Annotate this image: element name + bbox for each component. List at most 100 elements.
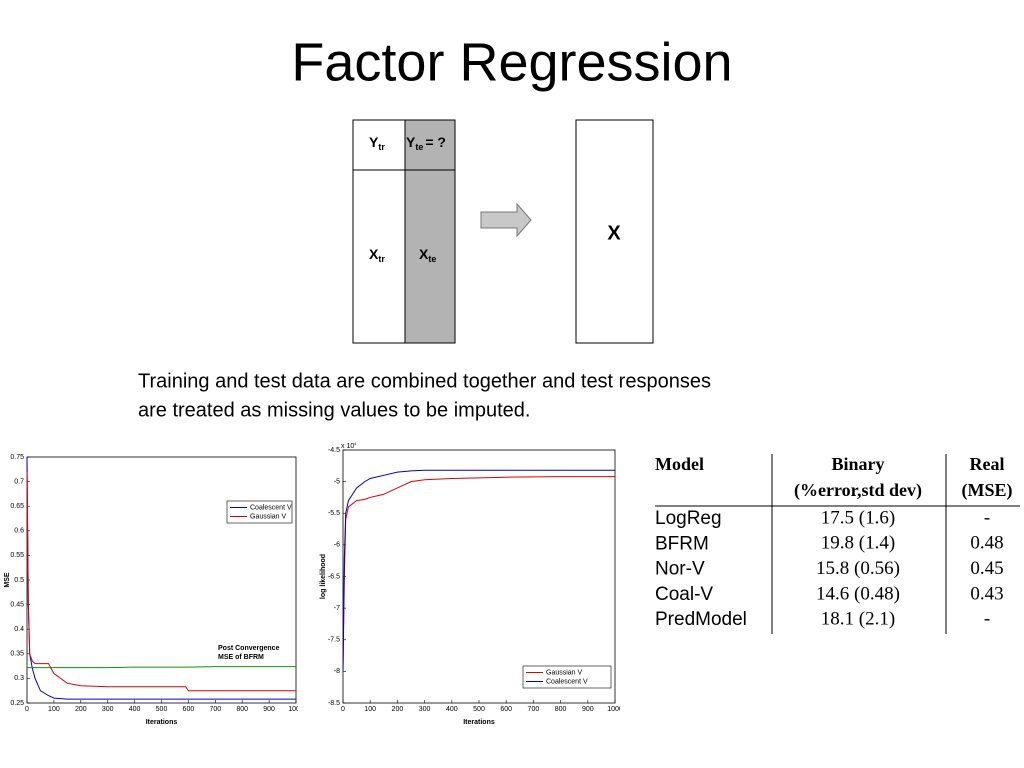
caption-line: are treated as missing values to be impu… xyxy=(138,399,530,421)
y-tick-label: -5.5 xyxy=(328,510,340,517)
y-tick-label: 0.5 xyxy=(14,577,24,584)
y-tick-label: -8.5 xyxy=(328,700,340,707)
legend-label: Gaussian V xyxy=(546,669,583,676)
series-line xyxy=(26,456,296,700)
mse-chart: 0.25 0.3 0.35 0.4 0.45 0.5 0.55 0.6 0.65 0.7 0.75 0… xyxy=(4,454,298,726)
legend-box xyxy=(522,665,612,689)
y-tick-label: 0.35 xyxy=(10,651,24,658)
table-header: Binary xyxy=(831,454,884,474)
legend-label: Gaussian V xyxy=(250,513,287,520)
axis-scale: x 104 xyxy=(341,441,357,450)
label-sub: te xyxy=(428,254,436,264)
x-axis-label: Iterations xyxy=(146,719,178,726)
y-tick-label: 0.75 xyxy=(10,454,24,461)
slide-title: Factor Regression xyxy=(291,32,732,92)
table-cell: 18.1 (2.1) xyxy=(821,609,895,630)
series-line xyxy=(342,476,615,672)
x-tick-label: 900 xyxy=(582,706,594,713)
label: Xtr xyxy=(369,246,385,265)
x-tick-label: 600 xyxy=(500,706,512,713)
results-table: Model Binary Real (%error,std dev) (MSE) LogR… xyxy=(655,454,1020,634)
x-tick-label: 800 xyxy=(555,706,567,713)
x-tick-label: 700 xyxy=(209,706,221,713)
table-cell: 17.5 (1.6) xyxy=(821,507,895,528)
x-tick-label: 1000 xyxy=(288,706,298,713)
test-column xyxy=(404,119,456,344)
y-tick-label: -4.5 xyxy=(328,447,340,454)
label-main: X xyxy=(369,246,379,262)
y-tick-label: 0.3 xyxy=(14,675,24,682)
caption-line: Training and test data are combined toge… xyxy=(138,370,711,392)
x-tick-label: 900 xyxy=(263,706,275,713)
annotation: Post Convergence xyxy=(218,645,280,652)
series-line xyxy=(26,471,296,692)
table-cell: 19.8 (1.4) xyxy=(821,533,895,554)
label-sub: te xyxy=(415,142,423,152)
y-tick-label: 0.45 xyxy=(10,601,24,608)
label-sub: tr xyxy=(378,142,385,152)
label-suffix: = ? xyxy=(425,134,446,150)
table-cell: 0.48 xyxy=(970,533,1003,554)
legend-label: Coalescent V xyxy=(250,504,292,511)
table-cell: PredModel xyxy=(655,609,747,630)
x-tick-label: 500 xyxy=(473,706,485,713)
x-tick-label: 100 xyxy=(364,706,376,713)
axis-scale-base: x 10 xyxy=(341,443,354,450)
y-tick-label: 0.25 xyxy=(10,700,24,707)
combined-box xyxy=(575,119,654,344)
table-cell: Nor-V xyxy=(655,559,705,580)
y-tick-label: -7.5 xyxy=(328,637,340,644)
label-main: Y xyxy=(406,134,416,150)
y-tick-label: 0.4 xyxy=(14,626,24,633)
y-tick-label: -7 xyxy=(334,605,340,612)
y-axis-label: log likelihood xyxy=(320,554,327,599)
table-cell: 0.43 xyxy=(970,583,1003,604)
x-tick-label: 200 xyxy=(75,706,87,713)
x-tick-label: 300 xyxy=(419,706,431,713)
x-tick-label: 1000 xyxy=(607,706,620,713)
x-tick-label: 0 xyxy=(341,706,345,713)
axis-scale-exponent: 4 xyxy=(354,441,357,446)
y-tick-label: 0.6 xyxy=(14,528,24,535)
likelihood-chart: -8.5 -8 -7.5 -7 -6.5 -6 -5.5 -5 -4.5 0 100 200 300 40… xyxy=(320,441,620,726)
x-tick-label: 500 xyxy=(156,706,168,713)
x-tick-label: 800 xyxy=(236,706,248,713)
plot-area xyxy=(342,449,616,704)
table-cell: 15.8 (0.56) xyxy=(816,558,900,579)
x-tick-label: 100 xyxy=(48,706,60,713)
x-tick-label: 600 xyxy=(183,706,195,713)
legend-box xyxy=(226,500,293,524)
label: Xte xyxy=(419,246,436,265)
legend-label: Coalescent V xyxy=(546,678,588,685)
label: Yte = ? xyxy=(406,134,446,153)
combined-label: X xyxy=(607,222,621,244)
series-line xyxy=(342,469,615,672)
table-cell: - xyxy=(984,507,990,528)
table-cell: - xyxy=(984,609,990,630)
x-tick-label: 300 xyxy=(102,706,114,713)
label-main: X xyxy=(419,246,429,262)
table-cell: LogReg xyxy=(655,508,722,529)
series-line xyxy=(27,666,296,669)
plot-area xyxy=(26,456,297,704)
table-cell: 14.6 (0.48) xyxy=(816,583,900,604)
table-header: Real xyxy=(970,454,1005,474)
table-header-sub: (MSE) xyxy=(962,480,1013,501)
table-cell: BFRM xyxy=(655,533,709,554)
y-tick-label: 0.65 xyxy=(10,503,24,510)
annotation: MSE of BFRM xyxy=(218,654,264,661)
x-tick-label: 400 xyxy=(446,706,458,713)
label: Ytr xyxy=(369,134,385,153)
table-cell: Coal-V xyxy=(655,584,713,605)
y-tick-label: 0.55 xyxy=(10,552,24,559)
table-header-sub: (%error,std dev) xyxy=(794,480,922,501)
label-sub: tr xyxy=(378,254,385,264)
x-tick-label: 700 xyxy=(528,706,540,713)
x-axis-label: Iterations xyxy=(463,719,495,726)
arrow xyxy=(480,202,532,238)
x-tick-label: 400 xyxy=(129,706,141,713)
table-header: Model xyxy=(655,454,704,474)
x-tick-label: 200 xyxy=(392,706,404,713)
